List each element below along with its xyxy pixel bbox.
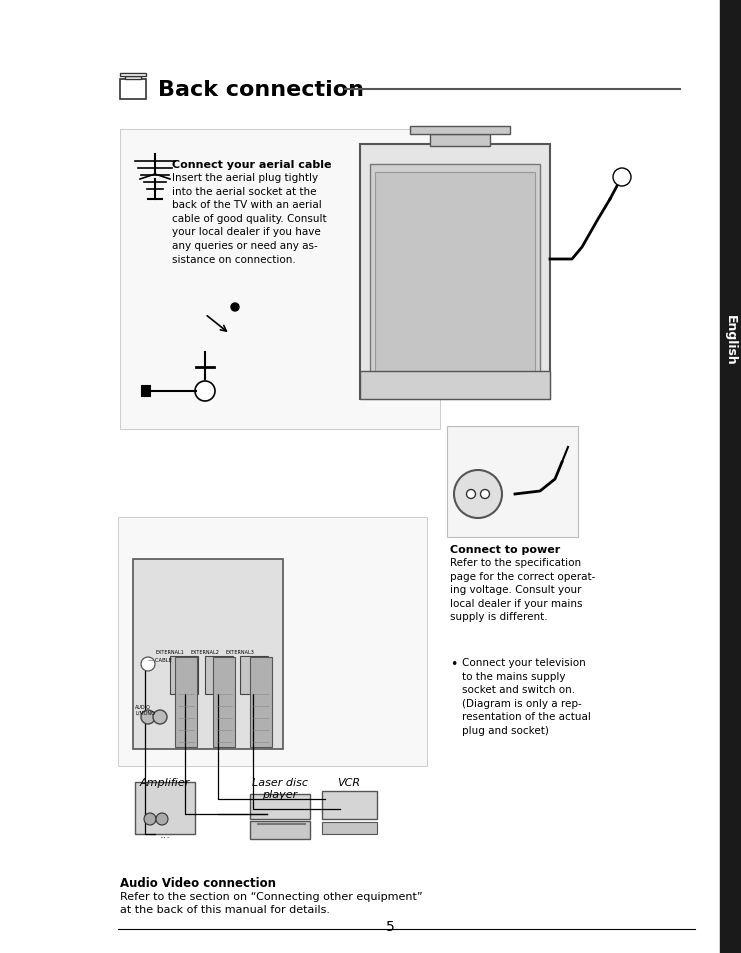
Circle shape bbox=[156, 813, 168, 825]
Bar bbox=[250, 794, 310, 820]
Bar bbox=[133, 559, 283, 749]
Bar bbox=[370, 165, 540, 390]
Bar bbox=[170, 657, 198, 695]
Circle shape bbox=[231, 304, 239, 312]
Bar bbox=[720, 0, 741, 953]
Bar bbox=[250, 658, 272, 747]
Bar bbox=[213, 658, 235, 747]
Circle shape bbox=[613, 169, 631, 187]
Text: Laser disc
player: Laser disc player bbox=[252, 778, 308, 800]
Text: AUDIO
L/MONO: AUDIO L/MONO bbox=[135, 704, 155, 715]
Text: English: English bbox=[723, 314, 737, 365]
FancyBboxPatch shape bbox=[118, 517, 427, 766]
Bar bbox=[375, 172, 535, 382]
Bar bbox=[250, 821, 310, 840]
Text: Connect your television
to the mains supply
socket and switch on.
(Diagram is on: Connect your television to the mains sup… bbox=[462, 658, 591, 735]
Bar bbox=[322, 822, 377, 834]
Bar bbox=[120, 80, 146, 100]
Text: Back connection: Back connection bbox=[158, 80, 364, 100]
Polygon shape bbox=[120, 140, 440, 430]
Text: EXTERNAL2: EXTERNAL2 bbox=[190, 649, 219, 655]
Bar bbox=[410, 127, 510, 135]
Bar bbox=[142, 387, 150, 396]
Text: VCR: VCR bbox=[337, 778, 361, 787]
Text: Audio Video connection: Audio Video connection bbox=[120, 876, 276, 889]
Text: Connect to power: Connect to power bbox=[450, 544, 560, 555]
Bar bbox=[135, 782, 195, 834]
Circle shape bbox=[144, 813, 156, 825]
FancyBboxPatch shape bbox=[120, 130, 440, 430]
Bar bbox=[360, 145, 550, 399]
Text: ...: ... bbox=[159, 829, 170, 840]
Text: Amplifier: Amplifier bbox=[140, 778, 190, 787]
Text: Insert the aerial plug tightly
into the aerial socket at the
back of the TV with: Insert the aerial plug tightly into the … bbox=[172, 172, 327, 264]
Text: EXTERNAL3: EXTERNAL3 bbox=[225, 649, 254, 655]
FancyBboxPatch shape bbox=[447, 427, 578, 537]
Text: <σ  — —: <σ — — bbox=[370, 385, 403, 395]
Text: Refer to the specification
page for the correct operat-
ing voltage. Consult you: Refer to the specification page for the … bbox=[450, 558, 595, 621]
Text: EXTERNAL1: EXTERNAL1 bbox=[156, 649, 185, 655]
Bar bbox=[430, 135, 490, 147]
Text: Connect your aerial cable: Connect your aerial cable bbox=[172, 160, 331, 170]
Circle shape bbox=[467, 490, 476, 499]
Bar bbox=[240, 657, 268, 695]
Bar bbox=[120, 74, 146, 77]
Circle shape bbox=[141, 658, 155, 671]
Text: •: • bbox=[450, 658, 457, 670]
Bar bbox=[175, 658, 197, 747]
Circle shape bbox=[480, 490, 490, 499]
Text: 5: 5 bbox=[385, 919, 394, 933]
Circle shape bbox=[141, 710, 155, 724]
Bar bbox=[205, 657, 233, 695]
Circle shape bbox=[153, 710, 167, 724]
Circle shape bbox=[195, 381, 215, 401]
Circle shape bbox=[454, 471, 502, 518]
Bar bbox=[322, 791, 377, 820]
Bar bbox=[125, 77, 141, 80]
Text: — CABLE: — CABLE bbox=[148, 658, 172, 662]
Bar bbox=[360, 372, 550, 399]
Text: Refer to the section on “Connecting other equipment”
at the back of this manual : Refer to the section on “Connecting othe… bbox=[120, 891, 422, 914]
